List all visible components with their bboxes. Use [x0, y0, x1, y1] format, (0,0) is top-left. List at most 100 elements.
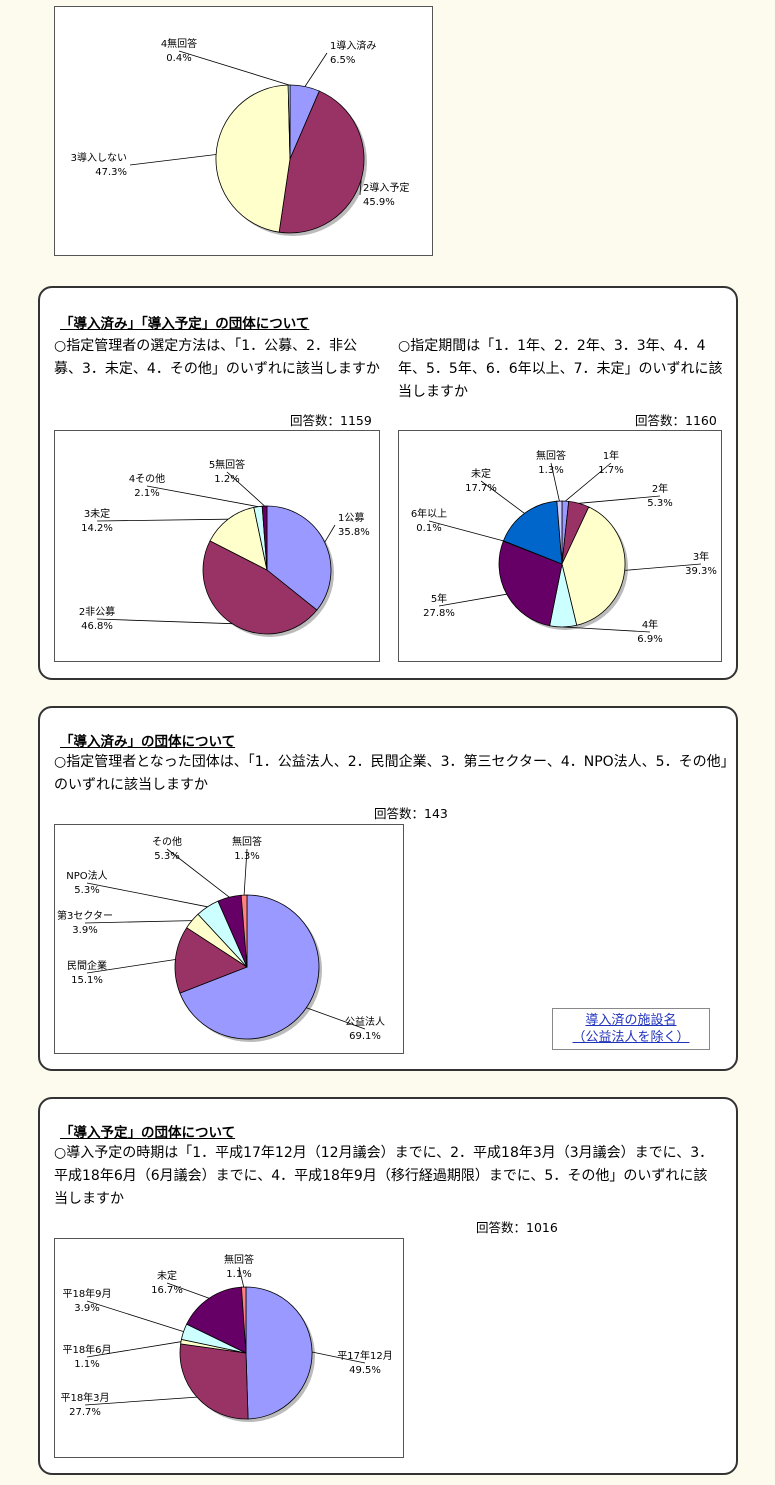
pie-slice — [561, 506, 626, 626]
slice-label: 2導入予定 — [363, 181, 409, 194]
slice-percent: 16.7% — [151, 1285, 183, 1296]
leader-line — [359, 179, 362, 196]
pie-slice — [202, 540, 318, 635]
question-selection-method: ○指定管理者の選定方法は、「1．公募、2．非公募、3．未定、4．その他」のいずれ… — [54, 338, 380, 377]
leader-line — [129, 154, 217, 166]
leader-line — [86, 1341, 182, 1358]
slice-label: 平18年3月 — [60, 1391, 109, 1404]
leader-line — [166, 848, 230, 898]
pie-slice — [209, 506, 268, 571]
slice-percent: 35.8% — [338, 527, 370, 538]
leader-line — [550, 462, 560, 502]
slice-percent: 1.7% — [598, 465, 623, 476]
leader-line — [86, 1300, 184, 1332]
slice-label: 1年 — [603, 449, 619, 462]
pie-svg: 公益法人 69.1% 民間企業 15.1% 第3セクター 3.9% NPO法人 5.3% その他… — [57, 835, 385, 1042]
leader-line — [86, 882, 208, 908]
pie-chart-designation-period: 1年 1.7% 2年 5.3% 3年 39.3% 4年 6.9% 5年 27.8% 6年以上 0.1%… — [398, 430, 722, 662]
slice-percent: 69.1% — [349, 1031, 381, 1042]
pie-slice — [498, 540, 563, 627]
leader-line — [238, 1266, 245, 1288]
pie-slice — [261, 505, 268, 571]
pie-slice — [179, 1343, 249, 1420]
panel-planned: 「導入予定」の団体について ○導入予定の時期は「1．平成17年12月（12月議会… — [38, 1097, 738, 1475]
leader-line — [146, 485, 259, 507]
slice-percent: 0.4% — [166, 53, 191, 64]
slice-label: 未定 — [471, 467, 491, 480]
leader-line — [480, 480, 525, 514]
slice-percent: 1.3% — [234, 851, 259, 862]
slice-label: 1導入済み — [330, 39, 376, 52]
slice-label: 平17年12月 — [337, 1349, 392, 1362]
pie-slice — [186, 1286, 247, 1354]
slice-percent: 2.1% — [134, 488, 159, 499]
leader-line — [563, 626, 651, 633]
slice-percent: 6.9% — [637, 634, 662, 645]
leader-line — [86, 959, 176, 974]
leader-line — [96, 618, 233, 625]
leader-line — [624, 563, 702, 571]
slice-percent: 0.1% — [416, 523, 441, 534]
slice-percent: 5.3% — [74, 885, 99, 896]
slice-label: その他 — [152, 835, 182, 848]
pie-chart-introduction-timing: 平17年12月 49.5% 平18年3月 27.7% 平18年6月 1.1% 平18年9月 3… — [54, 1238, 404, 1458]
leader-line — [178, 50, 290, 86]
facility-list-link[interactable]: 導入済の施設名 （公益法人を除く） — [552, 1008, 710, 1050]
leader-line — [166, 1282, 210, 1299]
slice-percent: 46.8% — [81, 621, 113, 632]
panel-introduced-and-planned: 「導入済み」「導入予定」の団体について ○指定管理者の選定方法は、「1．公募、2… — [38, 286, 738, 680]
slice-label: 第3セクター — [57, 909, 113, 922]
link-line-2: （公益法人を除く） — [572, 1030, 690, 1045]
leader-line — [306, 1007, 366, 1030]
slice-label: 平18年6月 — [62, 1343, 111, 1356]
slice-label: 4年 — [642, 618, 658, 631]
slice-label: 2年 — [652, 482, 668, 495]
pie-slice — [266, 505, 332, 611]
leader-line — [96, 518, 229, 522]
leader-line — [428, 520, 504, 542]
leader-line — [578, 495, 661, 504]
question-introduction-timing: ○導入予定の時期は「1．平成17年12月（12月議会）までに、2．平成18年3月… — [54, 1145, 714, 1207]
slice-label: 公益法人 — [345, 1015, 385, 1028]
slice-percent: 27.8% — [423, 608, 455, 619]
slice-label: 3導入しない — [71, 151, 127, 164]
leader-line — [243, 848, 248, 896]
slice-label: 無回答 — [232, 835, 262, 848]
pie-slice — [245, 1286, 313, 1420]
slice-label: 民間企業 — [67, 959, 107, 972]
slice-label: NPO法人 — [66, 869, 107, 882]
slice-percent: 27.7% — [69, 1407, 101, 1418]
slice-label: 3年 — [693, 550, 709, 563]
leader-line — [84, 1396, 197, 1406]
pie-slice — [179, 894, 320, 1040]
response-count: 回答数：143 — [374, 806, 448, 821]
slice-label: 5年 — [431, 592, 447, 605]
slice-percent: 39.3% — [685, 566, 717, 577]
slice-percent: 3.9% — [74, 1303, 99, 1314]
slice-percent: 49.5% — [349, 1365, 381, 1376]
panel-introduced: 「導入済み」の団体について ○指定管理者となった団体は、「1．公益法人、2．民間… — [38, 706, 738, 1071]
question-organization-type: ○指定管理者となった団体は、「1．公益法人、2．民間企業、3．第三セクター、4．… — [54, 754, 728, 793]
leader-line — [438, 593, 507, 607]
pie-slice — [241, 1286, 247, 1354]
slice-label: 2非公募 — [79, 605, 115, 618]
slice-percent: 1.1% — [226, 1269, 251, 1280]
slice-percent: 1.2% — [214, 474, 239, 485]
pie-svg: 平17年12月 49.5% 平18年3月 27.7% 平18年6月 1.1% 平18年9月 3… — [60, 1253, 393, 1422]
response-count: 回答数：1160 — [635, 413, 717, 428]
slice-label: 5無回答 — [209, 458, 245, 471]
slice-percent: 47.3% — [95, 167, 127, 178]
panel-title: 「導入予定」の団体について — [60, 1125, 236, 1141]
slice-label: 3未定 — [84, 507, 110, 520]
pie-chart-selection-method: 1公募 35.8% 2非公募 46.8% 3未定 14.2% 4その他 2.1% 5無回答 1.2… — [54, 430, 380, 662]
slice-percent: 5.3% — [647, 498, 672, 509]
leader-line — [226, 471, 265, 507]
link-line-1: 導入済の施設名 — [585, 1013, 677, 1028]
pie-slice — [278, 90, 365, 234]
slice-label: 6年以上 — [411, 507, 447, 520]
leader-line — [304, 52, 328, 87]
leader-line — [84, 920, 193, 924]
pie-svg: 1年 1.7% 2年 5.3% 3年 39.3% 4年 6.9% 5年 27.8% 6年以上 0.1%… — [411, 449, 717, 645]
slice-label: 1公募 — [338, 511, 364, 524]
leader-line — [565, 462, 612, 502]
